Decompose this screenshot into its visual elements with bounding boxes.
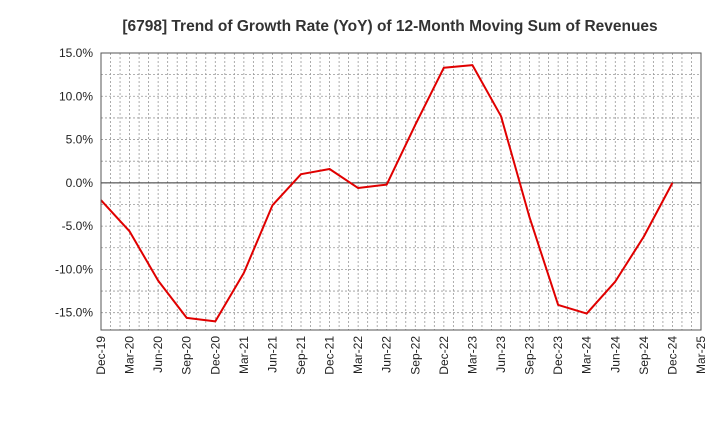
y-tick-label: -10.0%	[55, 262, 93, 276]
x-tick-label: Mar-24	[580, 336, 594, 374]
y-axis-ticks: 15.0% 10.0% 5.0% 0.0% -5.0% -10.0% -15.0%	[55, 46, 93, 320]
y-tick-label: 5.0%	[66, 133, 94, 147]
x-tick-label: Jun-24	[608, 336, 622, 373]
y-tick-label: 15.0%	[59, 46, 93, 60]
x-tick-label: Mar-25	[694, 336, 708, 374]
x-tick-label: Dec-24	[665, 336, 679, 375]
grid	[101, 52, 701, 330]
x-tick-label: Mar-22	[351, 336, 365, 374]
y-tick-label: -5.0%	[62, 219, 94, 233]
x-tick-label: Dec-22	[437, 336, 451, 375]
y-tick-label: -15.0%	[55, 306, 93, 320]
plot-area-frame	[100, 52, 702, 331]
x-tick-label: Dec-20	[208, 336, 222, 375]
x-tick-label: Jun-20	[151, 336, 165, 373]
x-tick-label: Dec-23	[551, 336, 565, 375]
x-tick-label: Sep-21	[294, 336, 308, 375]
x-tick-label: Sep-20	[180, 336, 194, 375]
x-tick-label: Sep-22	[408, 336, 422, 375]
x-tick-label: Mar-21	[237, 336, 251, 374]
series-line	[100, 64, 674, 323]
x-tick-label: Jun-22	[380, 336, 394, 373]
x-tick-label: Dec-21	[323, 336, 337, 375]
x-tick-label: Jun-21	[265, 336, 279, 373]
x-tick-label: Jun-23	[494, 336, 508, 373]
x-tick-label: Mar-20	[123, 336, 137, 374]
y-tick-label: 0.0%	[66, 176, 94, 190]
x-tick-label: Sep-24	[637, 336, 651, 375]
x-tick-label: Mar-23	[465, 336, 479, 374]
x-axis-ticks: Dec-19 Mar-20 Jun-20 Sep-20 Dec-20 Mar-21 Jun-…	[94, 336, 708, 375]
chart-title: [6798] Trend of Growth Rate (YoY) of 12-…	[122, 18, 657, 35]
series-layer	[100, 64, 674, 323]
y-tick-label: 10.0%	[59, 89, 93, 103]
x-tick-label: Dec-19	[94, 336, 108, 375]
x-tick-label: Sep-23	[523, 336, 537, 375]
